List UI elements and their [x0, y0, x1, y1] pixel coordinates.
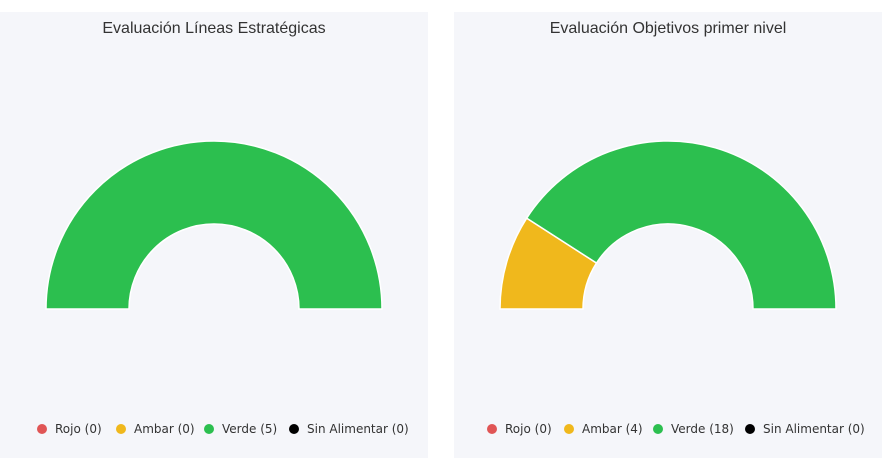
gauge-chart-lineas [45, 140, 383, 310]
legend-item-sin-alimentar[interactable]: Sin Alimentar (0) [745, 422, 865, 436]
legend-label-ambar: Ambar (0) [134, 422, 195, 436]
legend-item-sin-alimentar[interactable]: Sin Alimentar (0) [289, 422, 409, 436]
legend-dot-sin-alimentar [745, 424, 755, 434]
legend-label-ambar: Ambar (4) [582, 422, 643, 436]
legend-label-verde: Verde (18) [671, 422, 734, 436]
legend-dot-verde [653, 424, 663, 434]
gauge-chart-objetivos [499, 140, 837, 310]
chart-title: Evaluación Líneas Estratégicas [102, 20, 326, 37]
legend-item-ambar[interactable]: Ambar (4) [564, 422, 643, 436]
legend-item-rojo[interactable]: Rojo (0) [487, 422, 552, 436]
legend-label-verde: Verde (5) [222, 422, 278, 436]
legend-label-rojo: Rojo (0) [55, 422, 102, 436]
legend-label-rojo: Rojo (0) [505, 422, 552, 436]
gauge-slice-verde[interactable] [45, 140, 383, 310]
legend-dot-ambar [116, 424, 126, 434]
legend-dot-rojo [37, 424, 47, 434]
chart-title: Evaluación Objetivos primer nivel [549, 20, 787, 37]
chart-panel-lineas: Evaluación Líneas Estratégicas Rojo (0) … [0, 12, 428, 458]
legend-label-sin-alimentar: Sin Alimentar (0) [307, 422, 409, 436]
legend-item-verde[interactable]: Verde (5) [204, 422, 277, 436]
legend-label-sin-alimentar: Sin Alimentar (0) [763, 422, 865, 436]
legend-dot-rojo [487, 424, 497, 434]
chart-legend: Rojo (0) Ambar (4) Verde (18) Sin Alimen… [454, 422, 882, 442]
gauge-slice-verde[interactable] [525, 140, 837, 310]
legend-dot-sin-alimentar [289, 424, 299, 434]
chart-legend: Rojo (0) Ambar (0) Verde (5) Sin Aliment… [0, 422, 428, 442]
legend-dot-verde [204, 424, 214, 434]
legend-item-verde[interactable]: Verde (18) [653, 422, 734, 436]
chart-panel-objetivos: Evaluación Objetivos primer nivel Rojo (… [454, 12, 882, 458]
legend-item-ambar[interactable]: Ambar (0) [116, 422, 195, 436]
legend-item-rojo[interactable]: Rojo (0) [37, 422, 102, 436]
legend-dot-ambar [564, 424, 574, 434]
